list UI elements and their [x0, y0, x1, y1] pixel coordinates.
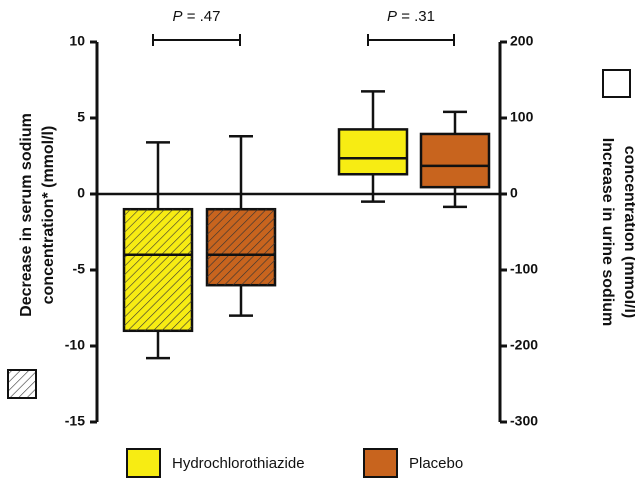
p-text: = .47: [183, 8, 221, 25]
legend-swatch: [126, 448, 161, 478]
legend-swatch: [363, 448, 398, 478]
y-tick-label: 0: [77, 185, 85, 201]
box-hatch: [124, 209, 192, 331]
y2-tick-label: -200: [510, 337, 538, 353]
p-italic: P: [387, 8, 397, 25]
p-italic: P: [173, 8, 183, 25]
y2-tick-label: 200: [510, 33, 534, 49]
y-axis-label: Decrease in serum sodium: [18, 113, 35, 317]
y-tick-label: -10: [65, 337, 85, 353]
y2-tick-label: -300: [510, 413, 538, 429]
p-text: = .31: [397, 8, 435, 25]
p-value: P = .47: [173, 8, 221, 25]
y-tick-label: 5: [77, 109, 85, 125]
box: [419, 132, 491, 189]
y-tick-label: -15: [65, 413, 85, 429]
p-value: P = .31: [387, 8, 435, 25]
y2-tick-label: -100: [510, 261, 538, 277]
y2-axis-label: concentration (mmol/l): [621, 146, 635, 318]
legend-label: Hydrochlorothiazide: [172, 455, 305, 472]
urine-legend-box: [602, 69, 631, 98]
y-tick-label: 10: [69, 33, 85, 49]
y-tick-label: -5: [73, 261, 86, 277]
box-hatch: [207, 209, 275, 286]
legend-label: Placebo: [409, 455, 463, 472]
y-axis-label: concentration* (mmol/l): [40, 126, 57, 305]
box: [337, 128, 409, 176]
serum-legend-hatch: [7, 369, 37, 399]
y2-tick-label: 100: [510, 109, 534, 125]
y2-tick-label: 0: [510, 185, 518, 201]
y2-axis-label: Increase in urine sodium: [599, 138, 616, 327]
